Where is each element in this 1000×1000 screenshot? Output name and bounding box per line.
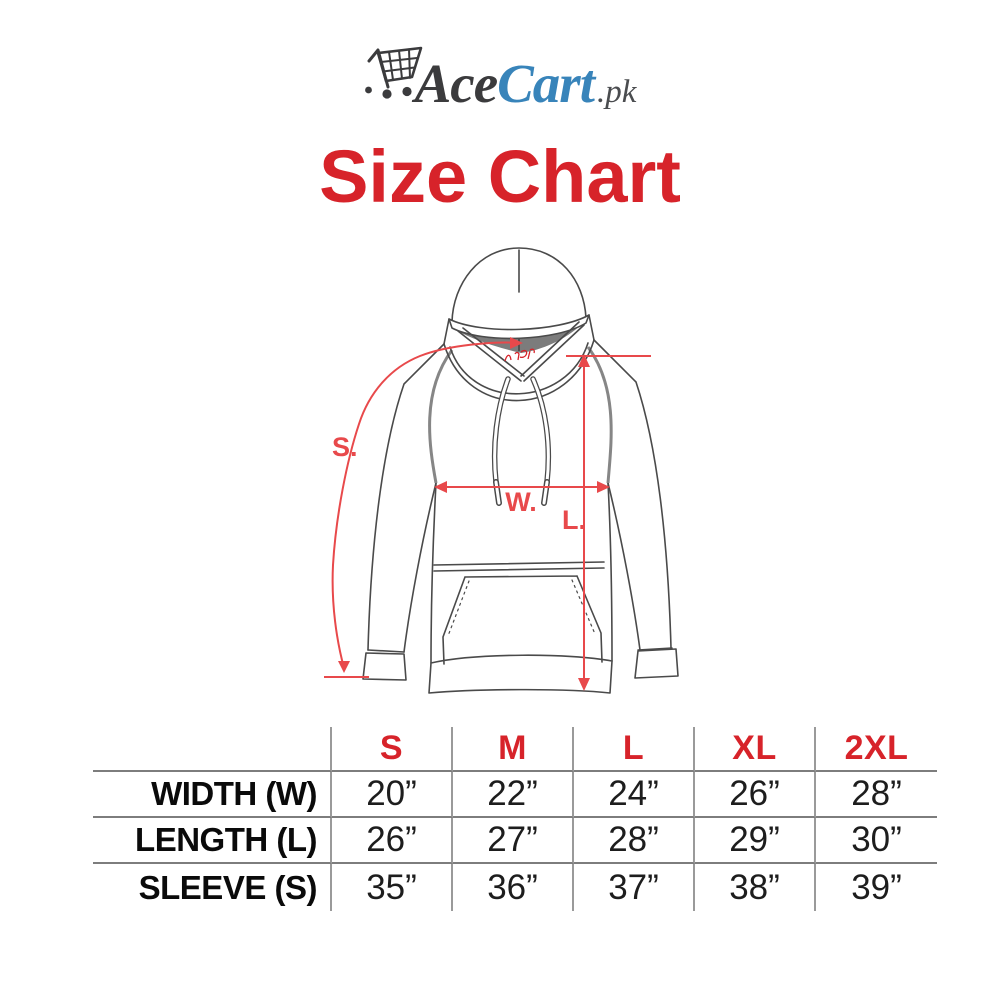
sleeve-l: 37” bbox=[574, 864, 695, 911]
kangaroo-pocket bbox=[433, 561, 605, 665]
drawstrings bbox=[491, 376, 552, 506]
sleeve-measure: S. bbox=[324, 337, 523, 678]
brand-name-accent: Cart bbox=[497, 53, 595, 114]
col-header-2xl: 2XL bbox=[816, 727, 937, 772]
col-header-l: L bbox=[574, 727, 695, 772]
col-header-s: S bbox=[332, 727, 453, 772]
row-label-width: WIDTH (W) bbox=[93, 772, 332, 818]
row-label-sleeve: SLEEVE (S) bbox=[93, 864, 332, 911]
raglan-seam-left bbox=[428, 349, 454, 484]
size-table: S M L XL 2XL WIDTH (W) 20” 22” 24” 26” 2… bbox=[93, 727, 937, 911]
brand-logo: Ace Cart .pk bbox=[0, 40, 1000, 111]
shopping-cart-icon bbox=[364, 46, 422, 99]
collar-brand-mark bbox=[504, 348, 535, 362]
length-label: L. bbox=[562, 505, 586, 535]
length-s: 26” bbox=[332, 818, 453, 864]
length-xl: 29” bbox=[695, 818, 816, 864]
cuff-right bbox=[634, 648, 679, 679]
raglan-seam-right bbox=[586, 346, 613, 484]
sleeve-2xl: 39” bbox=[851, 867, 902, 907]
page-title: Size Chart bbox=[319, 135, 681, 218]
brand-name-primary: Ace bbox=[414, 53, 499, 114]
row-label-length: LENGTH (L) bbox=[93, 818, 332, 864]
width-2xl: 28” bbox=[816, 772, 937, 818]
width-label: W. bbox=[505, 487, 537, 517]
table-corner bbox=[93, 727, 332, 772]
brand-suffix: .pk bbox=[596, 74, 637, 110]
hoodie-measurement-diagram: S. W. L. bbox=[324, 247, 679, 694]
sleeve-xl: 38” bbox=[695, 864, 816, 911]
col-header-xl: XL bbox=[695, 727, 816, 772]
sleeve-m: 36” bbox=[453, 864, 574, 911]
length-2xl: 30” bbox=[816, 818, 937, 864]
length-l: 28” bbox=[574, 818, 695, 864]
length-m: 27” bbox=[453, 818, 574, 864]
sleeve-s: 35” bbox=[332, 864, 453, 911]
length-measure: L. bbox=[562, 354, 651, 691]
col-header-m: M bbox=[453, 727, 574, 772]
sleeve-label: S. bbox=[332, 432, 358, 462]
hem-band bbox=[428, 654, 613, 694]
width-l: 24” bbox=[574, 772, 695, 818]
hoodie-body-outline bbox=[367, 339, 673, 664]
cuff-left bbox=[362, 652, 407, 681]
width-xl: 26” bbox=[695, 772, 816, 818]
hood-outline bbox=[443, 247, 595, 382]
width-measure: W. bbox=[434, 481, 610, 517]
width-m: 22” bbox=[453, 772, 574, 818]
width-s: 20” bbox=[332, 772, 453, 818]
